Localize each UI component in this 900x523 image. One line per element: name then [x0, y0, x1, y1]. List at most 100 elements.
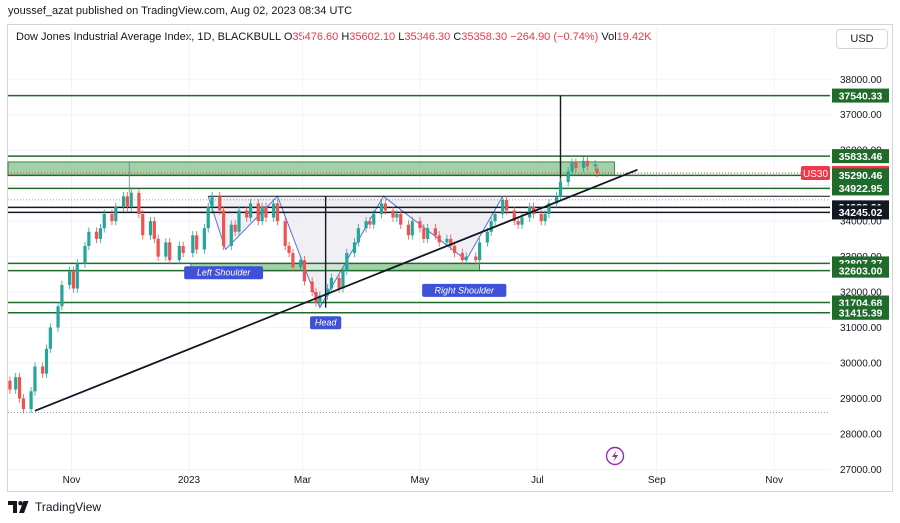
candle-body	[60, 284, 64, 307]
candle-body	[489, 221, 493, 232]
candle-body	[543, 214, 547, 222]
y-tick-label: 31000.00	[840, 323, 882, 334]
candle-body	[410, 221, 414, 236]
candle-body	[539, 214, 543, 222]
candle-body	[75, 263, 79, 289]
candle-body	[195, 235, 199, 250]
candle-body	[256, 203, 260, 222]
pattern-label: Right Shoulder	[434, 285, 495, 295]
price-tag-bg	[832, 305, 889, 320]
candle-body	[406, 224, 411, 236]
candle-body	[83, 245, 87, 264]
candle-body	[399, 214, 403, 225]
candle-body	[364, 221, 368, 229]
y-tick-label: 30000.00	[840, 358, 882, 369]
candle-body	[547, 203, 551, 215]
y-tick-label: 29000.00	[840, 394, 882, 405]
trendline	[34, 168, 638, 412]
candle-body	[177, 245, 181, 261]
candle-body	[379, 203, 384, 215]
candle-body	[453, 245, 457, 254]
price-tag-label: 32603.00	[839, 265, 883, 277]
candle-body	[299, 260, 303, 268]
candle-body	[574, 162, 578, 168]
candle-body	[433, 228, 437, 236]
candle-body	[291, 253, 295, 268]
candle-body	[48, 327, 52, 349]
candle-body	[29, 391, 33, 410]
symbol-tag-bg	[801, 165, 830, 180]
candle-body	[516, 221, 520, 225]
symbol-tag: US30	[803, 169, 828, 180]
candle-body	[383, 203, 387, 211]
candle-body	[570, 162, 574, 172]
candle-body	[585, 160, 590, 167]
candle-body	[272, 203, 276, 218]
candle-body	[210, 196, 214, 207]
candle-body	[152, 221, 156, 239]
candle-body	[337, 277, 341, 289]
price-levels	[8, 94, 830, 413]
chart-legend: Dow Jones Industrial Average Index, 1D, …	[16, 31, 652, 43]
legend-close: 35358.30	[461, 31, 508, 43]
y-tick-label: 38000.00	[840, 75, 882, 86]
footer: TradingView	[8, 500, 101, 514]
candle-body	[283, 221, 287, 246]
candle-body	[593, 164, 597, 167]
candles	[8, 156, 599, 414]
legend-open-label: O	[283, 31, 293, 43]
trendline-line	[34, 168, 638, 412]
footer-brand: TradingView	[35, 500, 102, 514]
pattern-label-bg	[310, 316, 342, 330]
candle-body	[555, 196, 559, 204]
candle-body	[474, 256, 478, 261]
price-tag-label: 35833.46	[839, 151, 883, 163]
currency-button[interactable]: USD	[836, 29, 888, 49]
legend-high: 35602.10	[349, 31, 396, 43]
x-tick-label: Nov	[63, 475, 81, 486]
candle-body	[504, 199, 509, 211]
candle-body	[352, 242, 357, 254]
candle-body	[512, 210, 516, 222]
pattern-label-bg	[184, 266, 264, 280]
candle-body	[356, 228, 360, 243]
candle-body	[164, 242, 168, 257]
candle-body	[437, 235, 441, 243]
candle-body	[168, 242, 172, 261]
x-tick-label: Sep	[648, 475, 666, 486]
candle-body	[566, 171, 570, 183]
candle-body	[325, 288, 330, 296]
legend-close-label: C	[453, 31, 462, 43]
x-tick-label: Jul	[531, 475, 544, 486]
candle-body	[21, 398, 26, 410]
candle-body	[345, 253, 349, 271]
legend-vol: 19.42K	[616, 31, 652, 43]
candle-body	[485, 231, 489, 243]
candle-body	[595, 168, 599, 173]
x-tick-label: Mar	[294, 475, 312, 486]
y-tick-label: 37000.00	[840, 110, 882, 121]
price-tag-label: 31415.39	[839, 308, 883, 320]
candle-body	[520, 217, 524, 225]
chart-frame	[7, 24, 893, 492]
candle-body	[260, 206, 264, 222]
lightning-icon[interactable]	[605, 446, 625, 466]
candle-body	[449, 238, 453, 246]
candle-body	[8, 380, 12, 390]
price-tag-bg	[832, 181, 889, 196]
y-tick-label: 27000.00	[840, 465, 882, 476]
candle-body	[17, 377, 22, 399]
price-tags: 37540.3335833.4635358.3035290.4634922.95…	[801, 88, 889, 320]
candle-body	[445, 238, 449, 243]
candle-body	[68, 270, 72, 285]
candle-body	[245, 210, 249, 218]
candle-body	[341, 270, 345, 289]
y-tick-label: 28000.00	[840, 429, 882, 440]
price-tag-bg	[832, 263, 889, 278]
candle-body	[287, 245, 291, 254]
candle-body	[129, 192, 133, 207]
x-axis: Nov 2023 Mar May Jul Sep Nov	[63, 475, 783, 486]
candle-body	[464, 256, 468, 261]
candle-body	[318, 295, 322, 303]
